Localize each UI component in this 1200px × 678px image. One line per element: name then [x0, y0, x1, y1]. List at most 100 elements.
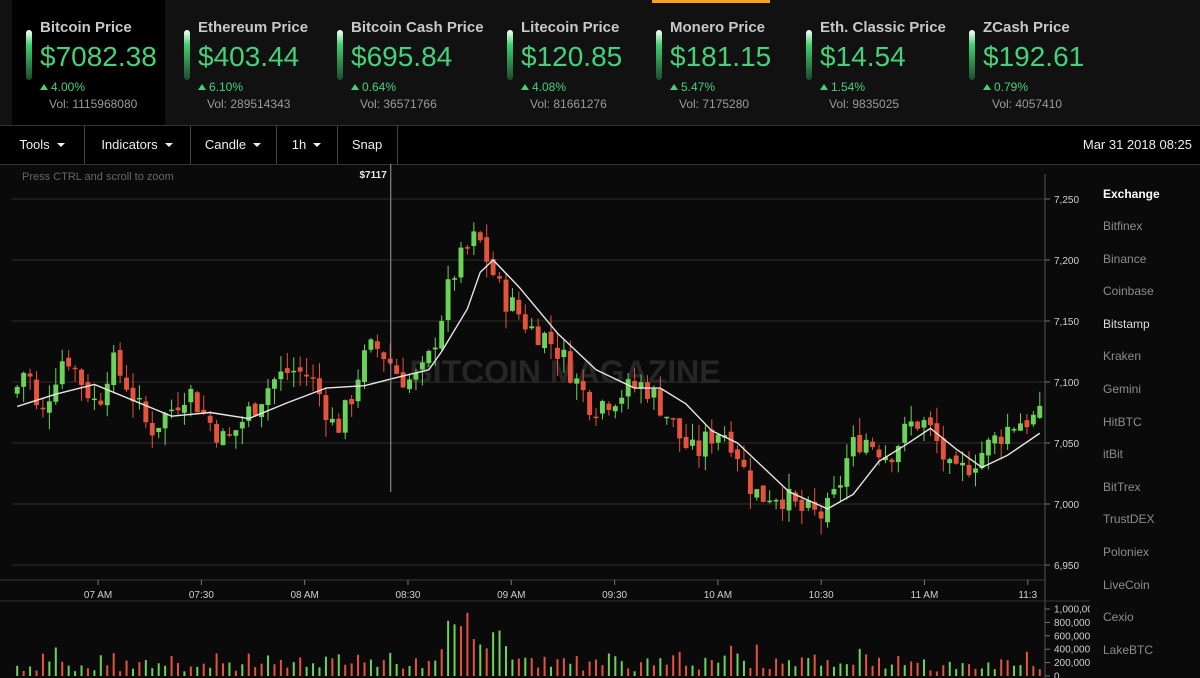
exchange-item[interactable]: Binance — [1103, 251, 1147, 266]
price-chart[interactable]: 7,250 7,200 7,150 7,100 7,050 7,000 6,950 07 AM… — [0, 164, 1090, 678]
candle-body — [799, 499, 805, 511]
ticker-price: $7082.38 — [40, 41, 157, 72]
volume-axis-label: 200,000 — [1054, 658, 1090, 669]
volume-bar — [466, 612, 469, 676]
volume-bar — [414, 658, 417, 676]
candle-body — [464, 247, 470, 249]
chart-type-dropdown[interactable]: Candle — [190, 126, 277, 164]
exchange-item[interactable]: Bitstamp — [1103, 316, 1150, 331]
volume-bar — [987, 662, 990, 676]
candle-body — [645, 382, 650, 399]
ticker-card[interactable]: ZCash Price $192.61 0.79% Vol: 4057410 — [955, 0, 1115, 125]
candle-body — [239, 421, 245, 429]
exchange-item[interactable]: Coinbase — [1103, 284, 1154, 299]
zoom-hint: Press CTRL and scroll to zoom — [22, 171, 174, 183]
candle-body — [844, 458, 850, 487]
candle-body — [780, 499, 785, 510]
volume-bar — [845, 664, 848, 676]
volume-bar — [890, 664, 893, 676]
volume-bar — [768, 669, 771, 676]
candle-body — [735, 449, 740, 460]
exchange-item[interactable]: itBit — [1103, 447, 1124, 462]
volume-bar — [67, 665, 70, 676]
chevron-down-icon — [164, 143, 173, 147]
volume-bar — [279, 659, 282, 676]
exchange-item[interactable]: BitTrex — [1103, 479, 1141, 494]
price-axis-label: 7,150 — [1054, 317, 1079, 328]
candle-body — [902, 423, 908, 443]
candle-body — [619, 397, 625, 404]
ticker-card[interactable]: Ethereum Price $403.44 6.10% Vol: 289514343 — [170, 0, 320, 125]
candle-body — [143, 401, 149, 423]
volume-bar — [961, 663, 964, 676]
candle-body — [181, 404, 187, 413]
interval-dropdown[interactable]: 1h — [276, 126, 338, 164]
exchange-item[interactable]: Cexio — [1103, 610, 1134, 625]
candle-body — [786, 488, 792, 511]
tools-dropdown[interactable]: Tools — [0, 126, 85, 164]
exchange-item[interactable]: Gemini — [1103, 382, 1142, 396]
candle-body — [98, 400, 104, 405]
ticker-card[interactable]: Bitcoin Cash Price $695.84 0.64% Vol: 36571… — [323, 0, 488, 125]
candle-body — [156, 427, 162, 433]
chart-type-label: Candle — [204, 137, 247, 152]
indicators-dropdown[interactable]: Indicators — [84, 126, 191, 164]
volume-bar — [421, 668, 424, 676]
ticker-card[interactable]: Litecoin Price $120.85 4.08% Vol: 81661276 — [493, 0, 638, 125]
candle-body — [246, 406, 252, 421]
candle-body — [850, 437, 856, 457]
ticker-price: $181.15 — [670, 41, 772, 72]
volume-bar — [492, 632, 495, 676]
volume-bar — [781, 663, 784, 676]
volume-bar — [775, 658, 778, 676]
candle-body — [960, 462, 966, 466]
candle-body — [188, 388, 194, 403]
volume-bar — [498, 630, 501, 676]
ticker-card[interactable]: Eth. Classic Price $14.54 1.54% Vol: 983502… — [792, 0, 952, 125]
candle-body — [625, 379, 631, 397]
candle-body — [690, 439, 695, 446]
volume-bar — [633, 671, 636, 676]
volume-bar — [582, 670, 585, 676]
price-gauge-icon — [656, 30, 662, 80]
snap-label: Snap — [351, 137, 383, 152]
volume-bar — [131, 668, 134, 676]
volume-bar — [151, 668, 154, 676]
ticker-volume: Vol: 81661276 — [530, 97, 607, 111]
volume-bar — [993, 669, 996, 676]
candle-body — [291, 370, 297, 373]
exchange-item[interactable]: TrustDEX — [1103, 512, 1155, 527]
price-axis-label: 6,950 — [1054, 561, 1079, 572]
candle-body — [947, 459, 953, 464]
ticker-card[interactable]: Bitcoin Price $7082.38 4.00% Vol: 111596808… — [12, 0, 165, 125]
volume-bar — [588, 661, 591, 676]
volume-bar — [99, 655, 102, 676]
volume-bar — [1019, 665, 1022, 676]
candle-body — [484, 237, 490, 262]
volume-bar — [697, 669, 700, 676]
volume-bar — [736, 653, 739, 676]
volume-bar — [742, 660, 745, 676]
candle-body — [46, 401, 52, 413]
volume-bar — [112, 653, 115, 676]
exchange-item[interactable]: LiveCoin — [1103, 577, 1150, 592]
volume-bar — [286, 667, 289, 676]
volume-bar — [948, 661, 951, 676]
ticker-card[interactable]: Monero Price $181.15 5.47% Vol: 7175280 — [642, 0, 787, 125]
exchange-item[interactable]: LakeBTC — [1103, 642, 1154, 657]
exchange-item[interactable]: HitBTC — [1103, 414, 1142, 429]
candle-body — [612, 406, 618, 412]
exchange-item[interactable]: Poloniex — [1103, 545, 1150, 559]
exchange-item[interactable]: Kraken — [1103, 349, 1142, 364]
volume-bar — [723, 655, 726, 676]
volume-bar — [357, 654, 360, 676]
price-gauge-icon — [26, 30, 32, 80]
volume-bar — [54, 647, 57, 676]
ticker-price: $120.85 — [521, 41, 623, 72]
exchange-item[interactable]: Bitfinex — [1103, 219, 1143, 233]
triangle-up-icon — [198, 84, 206, 90]
candle-body — [928, 417, 933, 426]
snap-button[interactable]: Snap — [337, 126, 398, 164]
volume-bar — [1013, 665, 1016, 676]
volume-bar — [434, 660, 437, 676]
